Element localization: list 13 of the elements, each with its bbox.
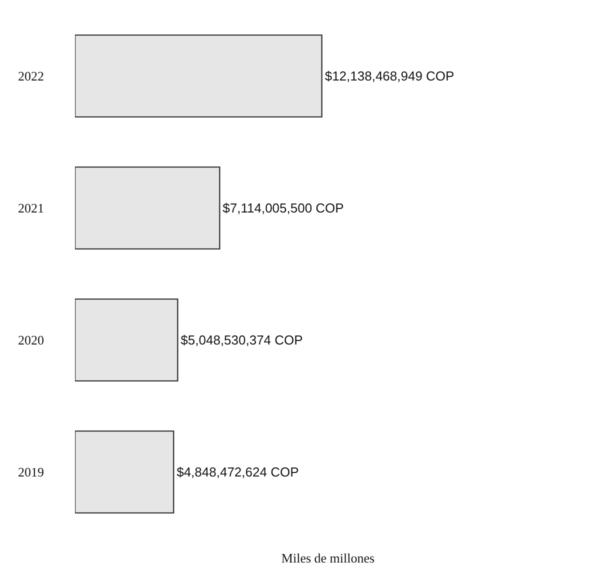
data-label: $7,114,005,500 COP [222, 200, 344, 216]
x-axis-title: Miles de millones [281, 550, 375, 566]
bar [75, 166, 220, 250]
bar [75, 430, 174, 514]
bar [75, 298, 178, 382]
data-label: $5,048,530,374 COP [180, 332, 303, 348]
data-label: $4,848,472,624 COP [176, 464, 299, 480]
data-label: $12,138,468,949 COP [324, 68, 454, 84]
y-tick-label: 2022 [18, 68, 44, 84]
y-tick-label: 2020 [18, 332, 44, 348]
y-tick-label: 2019 [18, 464, 44, 480]
y-tick-label: 2021 [18, 200, 44, 216]
bar [75, 34, 322, 118]
